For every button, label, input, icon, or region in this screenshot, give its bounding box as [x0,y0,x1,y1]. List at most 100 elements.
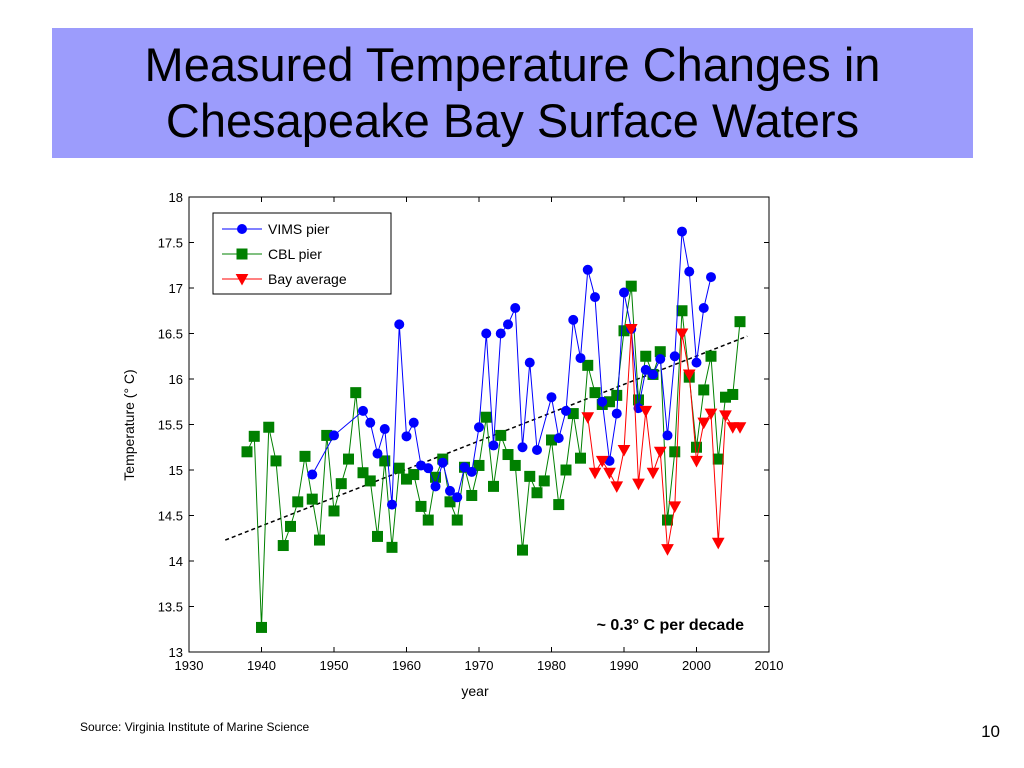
data-point [510,303,521,314]
title-banner: Measured Temperature Changes in Chesapea… [52,28,973,158]
data-point [372,448,383,459]
legend-marker [236,248,248,260]
x-axis-label: year [461,683,489,699]
data-point [335,478,347,490]
data-point [466,489,478,501]
data-point [691,441,702,453]
data-point [452,492,463,503]
data-point [669,351,680,362]
data-point [517,544,528,556]
data-point [263,421,275,433]
data-point [256,621,267,633]
data-point [691,357,702,368]
data-point [560,464,572,476]
y-tick-label: 17.5 [158,236,183,251]
data-point [568,314,579,325]
y-tick-label: 18 [169,190,183,205]
data-point [655,353,666,364]
data-point [690,455,703,468]
data-point [682,369,696,381]
data-point [727,388,739,400]
y-tick-label: 16.5 [158,327,183,342]
data-point [285,520,296,532]
data-point [704,408,718,421]
x-tick-label: 2010 [755,658,784,673]
data-point [610,481,624,493]
data-point [575,353,586,364]
data-point [640,364,651,375]
data-point [445,485,455,496]
data-point [488,440,499,451]
data-point [676,305,688,317]
data-point [697,417,711,430]
data-point [451,514,463,526]
data-point [466,466,477,477]
data-point [372,530,383,542]
data-point [423,463,434,474]
series-cbl-pier [241,280,746,633]
data-point [430,481,441,492]
data-point [588,467,602,480]
data-point [561,405,571,416]
source-note: Source: Virginia Institute of Marine Sci… [80,720,310,734]
data-point [408,417,419,428]
data-point [684,266,695,277]
x-tick-label: 1990 [610,658,639,673]
data-point [408,469,420,481]
data-point [481,328,492,339]
y-axis-label: Temperature (° C) [121,369,137,480]
data-point [669,446,681,458]
data-point [639,405,653,418]
data-point [437,457,448,468]
data-point [241,446,253,458]
data-point [524,357,535,368]
legend: VIMS pier CBL pier Bay average [212,212,392,295]
data-point [582,264,593,275]
data-point [619,287,629,298]
data-point [668,501,682,513]
data-point [603,467,616,480]
data-point [444,496,456,508]
data-point [617,444,631,457]
y-tick-label: 16 [169,372,183,387]
data-point [532,444,542,455]
data-point [329,430,339,441]
data-point [387,499,397,510]
data-point [357,467,369,479]
data-point [611,408,622,419]
data-point [379,424,390,435]
data-point [480,411,492,423]
data-point [662,514,673,526]
data-point [495,328,506,339]
data-point [415,500,427,512]
data-point [379,455,391,467]
data-point [705,350,717,362]
data-point [653,446,667,459]
data-point [734,316,746,328]
data-point [546,392,557,403]
data-point [581,412,595,424]
data-point [343,453,354,465]
data-point [538,475,550,487]
data-point [401,431,412,442]
data-point [597,396,608,407]
data-point [575,452,586,464]
data-point [640,350,652,362]
data-point [624,323,638,336]
data-point [270,455,282,467]
slide-title: Measured Temperature Changes in Chesapea… [144,38,881,147]
page-number: 10 [981,722,1000,741]
x-tick-label: 1960 [392,658,421,673]
y-tick-label: 13 [169,645,183,660]
data-point [706,272,716,283]
data-point [503,319,513,330]
trend-annotation: ~ 0.3° C per decade [597,617,744,634]
data-point [517,442,528,453]
data-point [299,450,311,462]
x-tick-label: 1930 [175,658,204,673]
data-point [582,359,594,371]
data-point [590,292,600,303]
data-point [595,455,609,468]
data-point [393,462,405,474]
data-point [248,430,260,442]
